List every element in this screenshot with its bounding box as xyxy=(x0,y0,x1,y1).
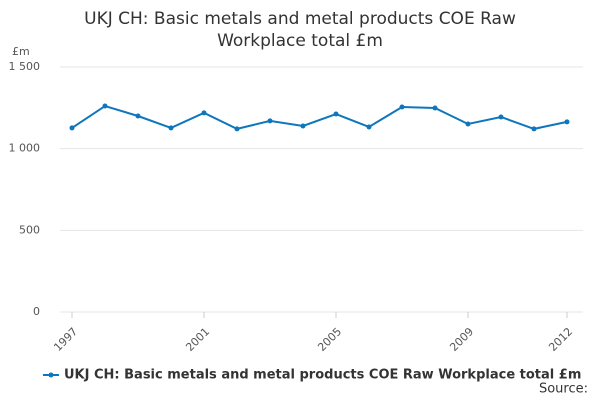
x-tick-label: 2001 xyxy=(183,325,212,354)
data-point xyxy=(201,110,207,116)
data-point xyxy=(432,105,438,111)
y-axis-label: £m xyxy=(12,45,30,58)
y-tick-label: 1 500 xyxy=(9,60,41,73)
data-point xyxy=(399,104,405,110)
legend-marker xyxy=(48,372,54,378)
x-tick-label: 2005 xyxy=(315,325,344,354)
source: Source: xyxy=(539,382,588,397)
data-point xyxy=(69,125,75,131)
y-tick-label: 500 xyxy=(19,223,40,236)
data-point xyxy=(300,123,306,129)
data-point xyxy=(267,118,273,124)
data-line xyxy=(71,104,568,130)
data-point xyxy=(234,126,240,132)
data-point xyxy=(465,121,471,127)
data-point xyxy=(366,124,372,130)
data-point xyxy=(102,103,108,109)
y-tick-label: 1 000 xyxy=(9,142,41,155)
data-point xyxy=(498,114,504,120)
x-tick-label: 2012 xyxy=(546,325,575,354)
x-tick-label: 2009 xyxy=(447,325,476,354)
x-tick-label: 1997 xyxy=(51,325,80,354)
y-tick-label: 0 xyxy=(33,305,40,318)
legend-label: UKJ CH: Basic metals and metal products … xyxy=(64,368,581,383)
data-point xyxy=(135,113,141,119)
data-point xyxy=(564,119,570,125)
chart-title: UKJ CH: Basic metals and metal products … xyxy=(84,9,516,51)
data-point xyxy=(168,125,174,131)
data-point xyxy=(531,126,537,132)
data-point xyxy=(333,111,339,117)
